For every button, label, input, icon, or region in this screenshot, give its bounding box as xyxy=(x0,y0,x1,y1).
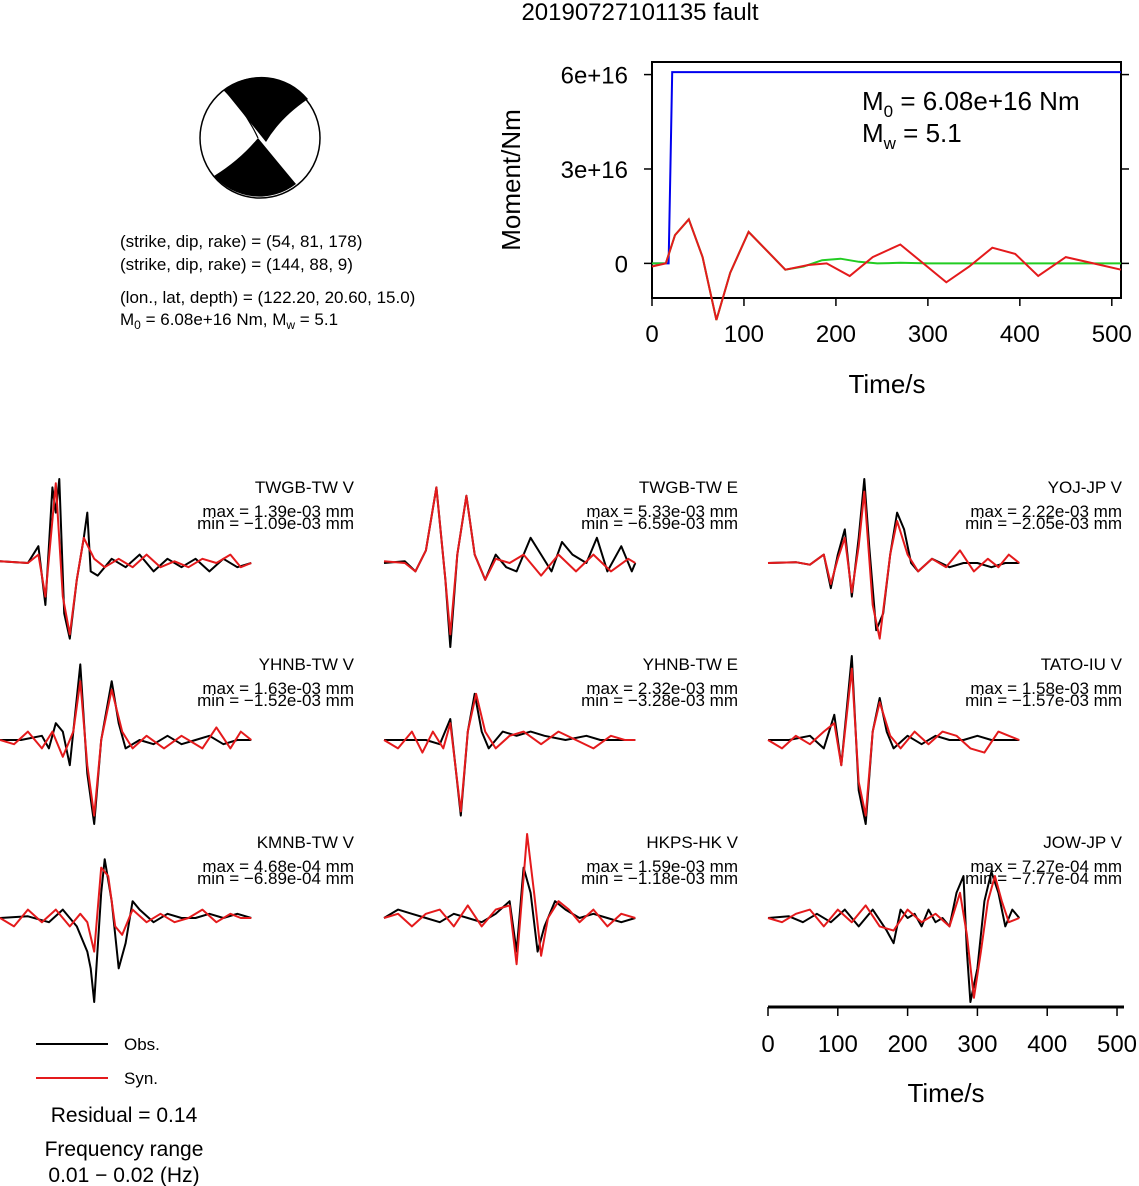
min-label: min = −1.18e-03 mm xyxy=(581,869,738,888)
station-label: HKPS-HK V xyxy=(646,833,738,852)
max-label: max = 4.68e-04 mm xyxy=(202,857,354,876)
legend-syn-label: Syn. xyxy=(124,1069,158,1088)
moment-ytick-label: 3e+16 xyxy=(561,157,628,184)
moment-xtick-label: 100 xyxy=(724,321,764,348)
beachball-compressional-quadrant-2 xyxy=(214,138,296,197)
synthetic-trace xyxy=(767,667,1020,817)
min-label: min = −7.77e-04 mm xyxy=(965,869,1122,888)
station-label: JOW-JP V xyxy=(1043,833,1122,852)
wave-xtick-label: 100 xyxy=(818,1031,858,1058)
station-label: TWGB-TW E xyxy=(639,478,738,497)
nodal-plane-2: (strike, dip, rake) = (144, 88, 9) xyxy=(120,255,353,274)
residual-text: Residual = 0.14 xyxy=(51,1104,198,1127)
max-label: max = 7.27e-04 mm xyxy=(970,857,1122,876)
moment-chart: 0 100 200 300 400 500 0 3e+16 6e+16 Moment/Nm Ti… xyxy=(496,61,1132,399)
observed-trace xyxy=(0,663,252,825)
waveform-time-axis: 0 100 200 300 400 500 xyxy=(761,1005,1137,1058)
location: (lon., lat, depth) = (122.20, 20.60, 15.… xyxy=(120,288,415,307)
min-label: min = −2.05e-03 mm xyxy=(965,514,1122,533)
min-label: min = −3.28e-03 mm xyxy=(581,691,738,710)
station-label: YHNB-TW E xyxy=(643,655,738,674)
synthetic-trace xyxy=(383,833,636,966)
observed-trace xyxy=(767,870,1021,1003)
min-label: min = −1.52e-03 mm xyxy=(197,691,354,710)
frequency-value: 0.01 − 0.02 (Hz) xyxy=(48,1164,199,1186)
max-label: max = 1.39e-03 mm xyxy=(202,502,354,521)
max-label: max = 2.22e-03 mm xyxy=(970,502,1122,521)
beachball-compressional-quadrant-1 xyxy=(224,76,308,142)
observed-trace xyxy=(383,866,636,953)
wave-xtick-label: 0 xyxy=(761,1031,774,1058)
station-label: KMNB-TW V xyxy=(257,833,355,852)
observed-trace xyxy=(0,478,252,640)
moment-chart-frame xyxy=(651,61,1122,299)
legend: Obs. Syn. xyxy=(36,1035,160,1088)
nodal-plane-1: (strike, dip, rake) = (54, 81, 178) xyxy=(120,232,362,251)
wave-xtick-label: 400 xyxy=(1027,1031,1067,1058)
mechanism-text: (strike, dip, rake) = (54, 81, 178) (str… xyxy=(120,232,415,332)
waveform-xlabel: Time/s xyxy=(907,1078,984,1108)
max-label: max = 1.59e-03 mm xyxy=(586,857,738,876)
magnitude-line: M0 = 6.08e+16 Nm, Mw = 5.1 xyxy=(120,310,338,332)
station-label: YHNB-TW V xyxy=(259,655,355,674)
wave-xtick-label: 300 xyxy=(957,1031,997,1058)
moment-xtick-label: 500 xyxy=(1092,321,1132,348)
moment-ytick-label: 0 xyxy=(615,251,628,278)
moment-series-group xyxy=(651,71,1122,321)
max-label: max = 1.58e-03 mm xyxy=(970,679,1122,698)
max-label: max = 2.32e-03 mm xyxy=(586,679,738,698)
frequency-label: Frequency range xyxy=(45,1138,204,1161)
station-label: TATO-IU V xyxy=(1041,655,1123,674)
moment-xtick-label: 0 xyxy=(645,321,658,348)
observed-trace xyxy=(384,692,636,817)
wave-xtick-label: 500 xyxy=(1097,1031,1137,1058)
min-label: min = −6.89e-04 mm xyxy=(197,869,354,888)
synthetic-trace xyxy=(0,482,252,636)
min-label: min = −6.59e-03 mm xyxy=(581,514,738,533)
moment-xtick-label: 200 xyxy=(816,321,856,348)
figure-title: 20190727101135 fault xyxy=(521,0,758,26)
moment-axes: 0 100 200 300 400 500 0 3e+16 6e+16 xyxy=(561,63,1132,348)
synthetic-trace xyxy=(0,680,252,817)
moment-series-2 xyxy=(651,217,1122,321)
max-label: max = 5.33e-03 mm xyxy=(586,502,738,521)
min-label: min = −1.09e-03 mm xyxy=(197,514,354,533)
wave-xtick-label: 200 xyxy=(888,1031,928,1058)
min-label: min = −1.57e-03 mm xyxy=(965,691,1122,710)
synthetic-trace xyxy=(0,866,252,953)
moment-mw-annotation: Mw = 5.1 xyxy=(862,118,962,153)
moment-series-1 xyxy=(652,217,1121,321)
station-label: TWGB-TW V xyxy=(255,478,355,497)
moment-ytick-label: 6e+16 xyxy=(561,63,628,90)
synthetic-trace xyxy=(383,486,636,636)
observed-trace xyxy=(0,858,252,1003)
moment-xtick-label: 300 xyxy=(908,321,948,348)
beachball xyxy=(199,76,321,199)
station-label: YOJ-JP V xyxy=(1048,478,1123,497)
synthetic-trace xyxy=(383,692,636,813)
synthetic-trace xyxy=(767,875,1020,999)
moment-xtick-label: 400 xyxy=(1000,321,1040,348)
max-label: max = 1.63e-03 mm xyxy=(202,679,354,698)
moment-xlabel: Time/s xyxy=(848,369,925,399)
moment-ylabel: Moment/Nm xyxy=(496,109,526,251)
moment-m0-annotation: M0 = 6.08e+16 Nm xyxy=(862,86,1080,121)
synthetic-trace xyxy=(767,490,1020,640)
legend-obs-label: Obs. xyxy=(124,1035,160,1054)
